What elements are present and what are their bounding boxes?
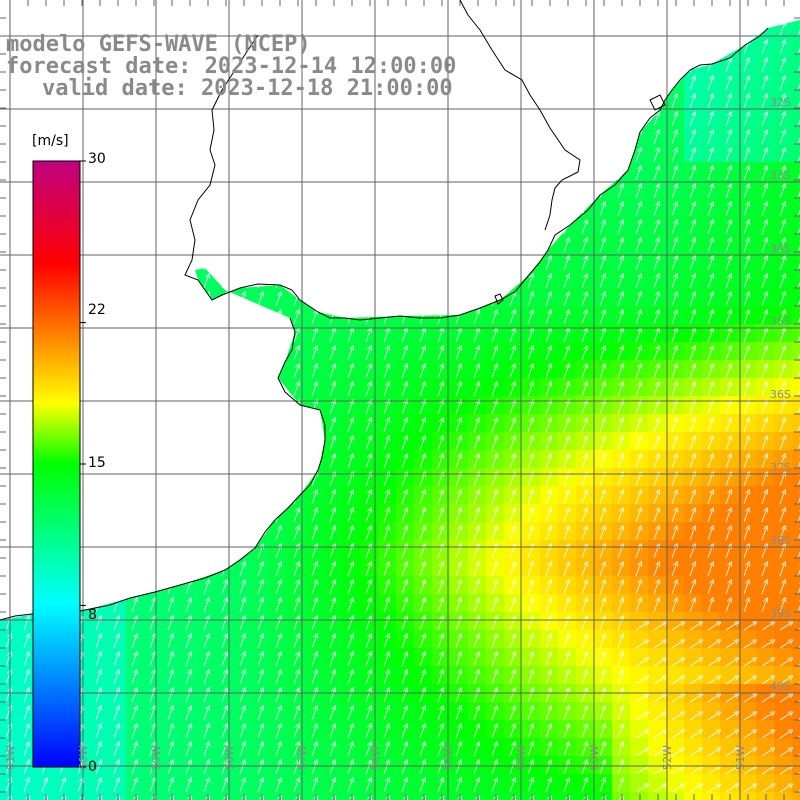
lon-label: 51W	[734, 745, 747, 770]
colorbar-unit: [m/s]	[32, 133, 69, 149]
forecast-date: forecast date: 2023-12-14 12:00:00	[6, 54, 457, 79]
model-title: modelo GEFS-WAVE (NCEP)	[6, 32, 311, 57]
coastline	[0, 0, 769, 621]
lon-label: 57W	[296, 745, 309, 770]
lon-label: 58W	[223, 745, 236, 770]
lon-label: 54W	[515, 745, 528, 770]
colorbar-tick-0: 0	[88, 759, 97, 775]
lat-label: 33S	[770, 169, 791, 182]
colorbar-ticks	[80, 160, 86, 768]
colorbar-tick-15: 15	[88, 455, 106, 471]
lat-label: 32S	[770, 96, 791, 109]
lat-label: 37S	[770, 461, 791, 474]
valid-date: valid date: 2023-12-18 21:00:00	[42, 76, 453, 101]
lat-label: 34S	[770, 242, 791, 255]
lat-label: 39S	[770, 607, 791, 620]
lon-label: 56W	[369, 745, 382, 770]
colorbar-tick-8: 8	[88, 607, 97, 623]
lon-label: 59W	[150, 745, 163, 770]
lon-label: 61W	[4, 745, 17, 770]
lon-label: 53W	[588, 745, 601, 770]
colorbar-tick-30: 30	[88, 151, 106, 167]
lon-label: 52W	[661, 745, 674, 770]
lat-label: 36S	[770, 388, 791, 401]
lon-label: 55W	[442, 745, 455, 770]
lon-label: 60W	[77, 745, 90, 770]
colorbar-tick-22: 22	[88, 302, 106, 318]
lat-label: 35S	[770, 315, 791, 328]
lat-label: 40S	[770, 680, 791, 693]
lat-label: 38S	[770, 534, 791, 547]
colorbar	[32, 160, 81, 768]
